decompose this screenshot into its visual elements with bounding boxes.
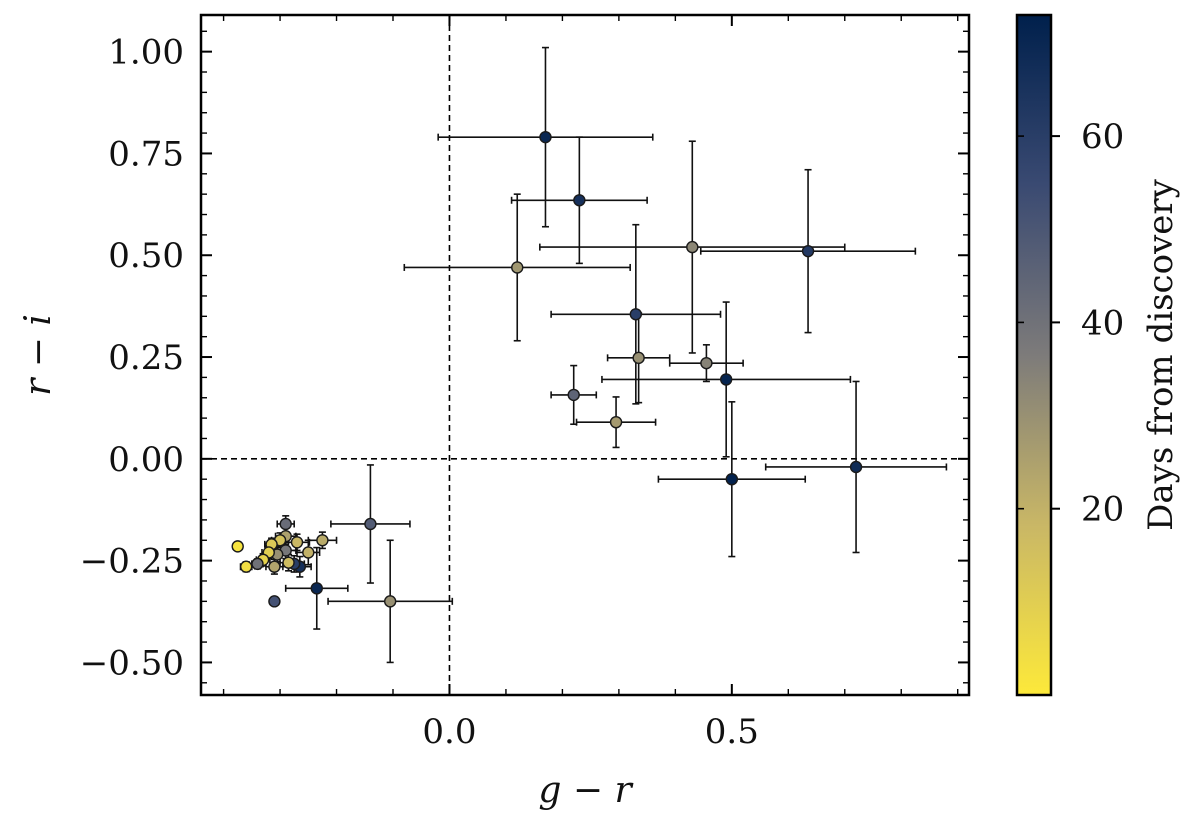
data-point [629,308,643,321]
plot-frame [199,13,971,697]
axis-ticks [201,15,969,695]
data-point [282,556,295,569]
data-point [539,130,552,144]
data-point [573,194,586,207]
data-point [849,460,863,474]
data-point [268,560,281,573]
reference-lines [201,15,969,695]
x-tick-label: 0.0 [422,712,476,752]
data-point [801,244,815,258]
colorbar-ticks: 20 40 60 [1017,117,1124,530]
data-point [302,546,315,559]
x-axis-label: g − r [538,770,633,811]
error-bars [232,46,948,664]
data-point [290,536,304,549]
y-tick-label: −0.50 [80,643,184,683]
x-tick-label: 0.5 [705,712,759,752]
colorbar: 20 40 60 Days from discovery [1015,13,1181,697]
data-point [700,356,713,370]
y-tick-label: 0.50 [108,236,184,276]
data-point [609,415,623,429]
y-tick-label: 0.25 [108,338,184,378]
colorbar-tick-label: 60 [1081,117,1124,157]
data-point [719,373,733,386]
data-point [725,472,739,486]
y-axis-label: r − i [18,314,59,396]
colorbar-frame [1015,13,1053,697]
data-point [239,560,253,573]
colorbar-label: Days from discovery [1141,178,1181,531]
data-point [279,517,292,531]
colorbar-gradient [1017,15,1051,695]
data-point [511,261,524,274]
data-point [316,534,329,547]
data-point [632,351,645,365]
colorbar-tick-label: 40 [1081,303,1124,343]
x-tick-labels: 0.0 0.5 [422,712,758,752]
data-point [567,388,580,402]
data-point [383,595,397,608]
y-tick-label: 1.00 [108,33,184,73]
y-tick-label: −0.25 [80,542,184,582]
data-point [310,582,323,595]
data-points [231,130,863,608]
data-point [251,557,264,571]
data-point [686,240,699,254]
y-tick-labels: −0.50 −0.25 0.00 0.25 0.50 0.75 1.00 [80,33,184,684]
y-tick-label: 0.00 [108,440,184,480]
data-point [364,517,377,531]
colorbar-tick-label: 20 [1081,490,1124,530]
data-point [231,540,244,553]
y-tick-label: 0.75 [108,134,184,174]
data-point [268,595,281,608]
